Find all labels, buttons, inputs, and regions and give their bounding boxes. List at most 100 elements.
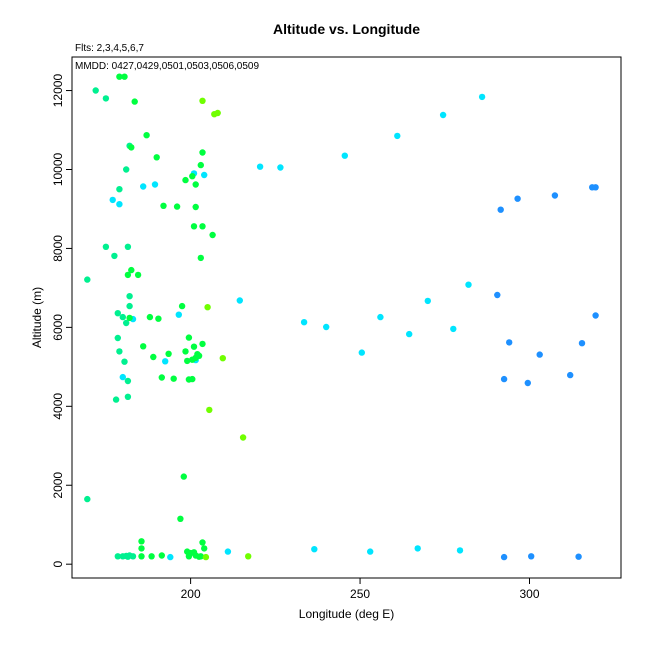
y-axis-label: Altitude (m): [30, 287, 44, 348]
data-point: [567, 371, 574, 379]
data-point: [406, 330, 413, 338]
data-point: [112, 396, 120, 403]
dates-annotation: MMDD: 0427,0429,0501,0503,0506,0509: [75, 61, 259, 72]
y-tick-label: 6000: [51, 314, 65, 341]
data-point: [311, 546, 318, 553]
plot-frame: [71, 56, 622, 579]
data-point: [160, 202, 167, 209]
data-point: [116, 201, 123, 208]
data-point: [131, 98, 138, 105]
data-point: [323, 323, 330, 331]
data-point: [201, 171, 208, 179]
data-point: [151, 181, 159, 188]
data-point: [126, 302, 133, 310]
data-point: [190, 223, 198, 230]
x-axis-label: Longitude (deg E): [299, 607, 394, 621]
data-point: [239, 434, 247, 441]
data-point: [202, 553, 210, 561]
data-point: [134, 271, 142, 279]
y-tick-label: 0: [51, 561, 65, 568]
data-point: [500, 553, 508, 561]
y-axis: 0 2000 4000 6000 8000 10000 12000: [51, 74, 72, 568]
data-point: [277, 164, 284, 171]
y-tick-label: 4000: [51, 393, 65, 420]
data-point: [219, 355, 226, 362]
data-point: [180, 473, 187, 480]
data-point: [158, 374, 165, 381]
data-point: [116, 73, 123, 80]
data-point: [377, 313, 384, 321]
data-point: [214, 109, 221, 117]
data-point: [84, 495, 91, 503]
data-point: [367, 548, 374, 555]
data-point: [206, 406, 213, 414]
data-point: [140, 183, 147, 190]
chart-title: Altitude vs. Longitude: [273, 21, 420, 37]
data-point: [514, 195, 521, 202]
y-tick-label: 8000: [51, 235, 65, 262]
data-point: [358, 349, 365, 356]
data-point: [92, 87, 99, 94]
data-point: [575, 553, 582, 560]
x-axis: 200 250 300: [181, 578, 540, 601]
data-point: [184, 357, 191, 365]
data-point: [592, 312, 599, 319]
data-point: [236, 297, 243, 304]
data-point: [189, 375, 196, 383]
data-point: [199, 340, 206, 348]
data-point: [195, 553, 203, 560]
data-point: [199, 149, 206, 156]
data-point: [126, 314, 133, 322]
data-point: [138, 545, 145, 552]
data-point: [197, 161, 204, 169]
data-point: [158, 552, 165, 559]
data-point: [201, 545, 208, 552]
data-point: [121, 358, 128, 365]
data-point: [124, 271, 132, 279]
data-point: [102, 243, 110, 250]
data-point: [551, 192, 559, 199]
x-tick-label: 250: [350, 587, 370, 601]
data-point: [84, 276, 91, 283]
data-point: [456, 547, 464, 554]
data-point: [167, 553, 174, 561]
x-tick-label: 200: [181, 587, 201, 601]
data-point: [424, 297, 431, 305]
data-point: [199, 97, 206, 105]
data-point: [143, 132, 150, 139]
data-point: [116, 348, 123, 355]
data-point: [177, 515, 184, 522]
data-point: [414, 545, 421, 552]
data-point: [185, 553, 193, 560]
data-point: [528, 553, 535, 560]
data-point: [111, 252, 118, 260]
data-point: [500, 375, 508, 383]
data-point: [170, 375, 177, 382]
data-point: [192, 203, 199, 211]
data-point: [123, 319, 130, 327]
data-point: [439, 111, 447, 119]
data-point: [192, 181, 199, 188]
y-tick-label: 12000: [51, 74, 65, 108]
scatter-points: [84, 73, 599, 561]
data-point: [592, 184, 599, 191]
data-point: [116, 186, 123, 193]
data-point: [165, 350, 172, 357]
flights-annotation: Flts: 2,3,4,5,6,7: [75, 43, 144, 54]
data-point: [204, 304, 211, 311]
data-point: [119, 313, 127, 321]
data-point: [119, 373, 127, 381]
data-point: [114, 310, 122, 317]
data-point: [182, 176, 189, 184]
data-point: [178, 302, 186, 310]
data-point: [124, 553, 132, 560]
data-point: [209, 231, 216, 239]
data-point: [155, 315, 162, 322]
data-point: [497, 206, 504, 213]
y-tick-label: 2000: [51, 472, 65, 499]
data-point: [465, 281, 472, 288]
data-point: [150, 353, 157, 361]
data-point: [506, 339, 513, 346]
data-point: [123, 166, 130, 173]
